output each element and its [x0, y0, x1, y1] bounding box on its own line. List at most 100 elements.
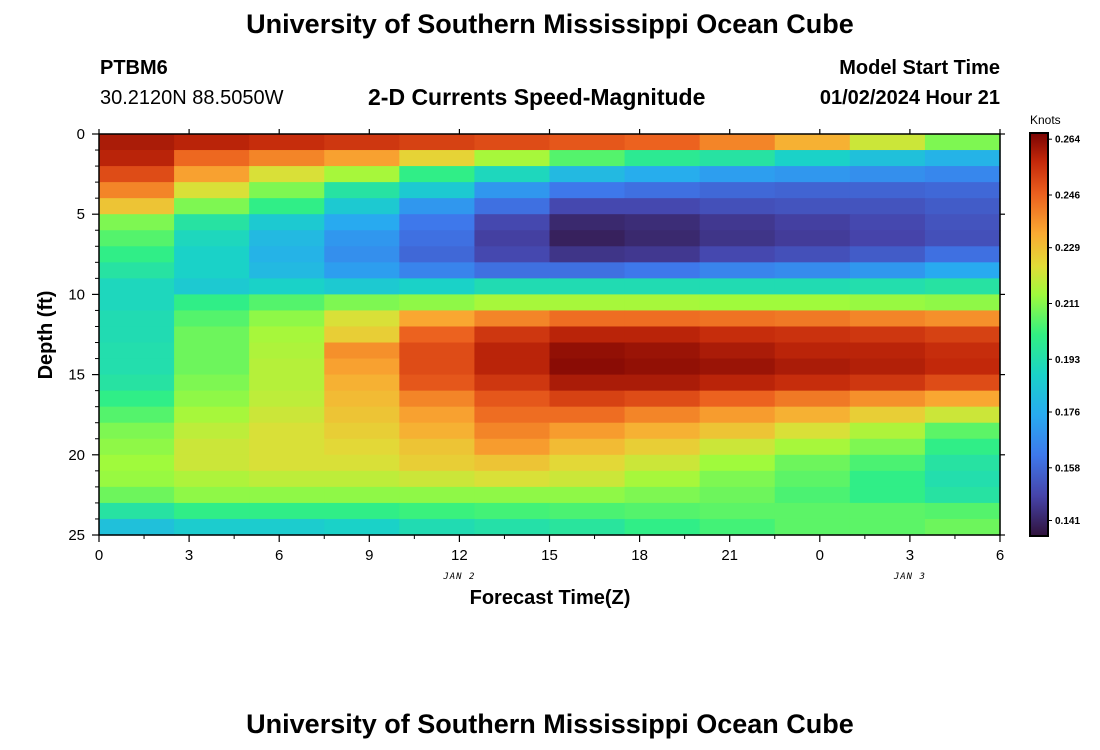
heatmap-cell	[924, 134, 1001, 151]
heatmap-cell	[549, 182, 626, 199]
footer-title: University of Southern Mississippi Ocean…	[246, 709, 854, 739]
heatmap-cell	[99, 150, 175, 167]
heatmap-cell	[774, 390, 851, 408]
heatmap-cell	[624, 406, 701, 424]
heatmap-cell	[924, 182, 1001, 199]
heatmap-cell	[849, 182, 926, 199]
heatmap-cell	[99, 310, 175, 328]
heatmap-cell	[324, 182, 400, 199]
heatmap-cell	[399, 150, 476, 167]
heatmap-cell	[624, 310, 701, 328]
heatmap-cell	[399, 278, 476, 295]
heatmap-cell	[399, 182, 476, 199]
heatmap-cell	[99, 262, 175, 279]
heatmap-cell	[549, 470, 626, 488]
heatmap-cell	[399, 342, 476, 360]
heatmap-cell	[549, 246, 626, 263]
heatmap-cell	[99, 134, 175, 151]
x-axis-label: Forecast Time(Z)	[470, 587, 631, 609]
heatmap-cell	[324, 214, 400, 231]
heatmap-cell	[99, 502, 175, 520]
x-axis: 0 3 6 9 12 15 18 21 0 3 6 JAN 2 JAN 3	[95, 129, 1004, 582]
heatmap-cell	[324, 326, 400, 344]
heatmap-cell	[99, 230, 175, 247]
heatmap-cell	[924, 230, 1001, 247]
heatmap-cell	[849, 214, 926, 231]
heatmap-cell	[249, 518, 325, 536]
heatmap-cell	[474, 182, 551, 199]
colorbar-tick-label: 0.193	[1055, 355, 1080, 366]
heatmap-cell	[624, 214, 701, 231]
heatmap-cell	[699, 390, 776, 408]
heatmap-cell	[249, 198, 325, 215]
heatmap-cell	[324, 342, 400, 360]
heatmap-cell	[399, 470, 476, 488]
heatmap-cell	[549, 502, 626, 520]
heatmap-cell	[474, 390, 551, 408]
heatmap-cell	[924, 390, 1001, 408]
heatmap-cell	[924, 342, 1001, 360]
heatmap-cell	[774, 294, 851, 312]
heatmap-cell	[324, 134, 400, 151]
heatmap-cell	[624, 342, 701, 360]
heatmap-cell	[474, 214, 551, 231]
heatmap-cell	[849, 422, 926, 440]
heatmap-cell	[774, 406, 851, 424]
heatmap-cell	[474, 310, 551, 328]
heatmap-cell	[474, 502, 551, 520]
heatmap-cell	[474, 438, 551, 456]
y-tick-label: 5	[77, 206, 85, 223]
heatmap-cell	[99, 166, 175, 183]
heatmap-cell	[399, 518, 476, 536]
heatmap-cell	[174, 486, 250, 504]
heatmap-cell	[399, 390, 476, 408]
colorbar-tick-label: 0.229	[1055, 243, 1080, 254]
heatmap-cell	[924, 326, 1001, 344]
x-tick-label: 12	[451, 547, 468, 564]
heatmap-cell	[849, 326, 926, 344]
heatmap-cell	[249, 246, 325, 263]
heatmap-cell	[699, 358, 776, 376]
x-tick-label: 0	[816, 547, 824, 564]
heatmap-cell	[174, 310, 250, 328]
heatmap-cell	[699, 406, 776, 424]
heatmap-cell	[849, 454, 926, 472]
heatmap-cell	[924, 470, 1001, 488]
heatmap-cell	[774, 342, 851, 360]
heatmap-cell	[924, 438, 1001, 456]
heatmap-cell	[549, 262, 626, 279]
heatmap-cell	[624, 198, 701, 215]
heatmap-cell	[849, 198, 926, 215]
y-tick-label: 15	[68, 367, 85, 384]
heatmap-cell	[249, 470, 325, 488]
heatmap-cell	[174, 454, 250, 472]
colorbar-tick-label: 0.176	[1055, 408, 1080, 419]
y-tick-label: 10	[68, 286, 85, 303]
heatmap-cell	[249, 214, 325, 231]
heatmap-cell	[699, 198, 776, 215]
heatmap-cell	[174, 342, 250, 360]
heatmap-cell	[324, 166, 400, 183]
heatmap-cell	[174, 134, 250, 151]
heatmap-cell	[624, 486, 701, 504]
heatmap-cell	[549, 214, 626, 231]
heatmap-cell	[699, 278, 776, 295]
heatmap-cell	[399, 454, 476, 472]
heatmap-cell	[699, 518, 776, 536]
y-tick-label: 20	[68, 447, 85, 464]
heatmap-cell	[849, 374, 926, 392]
y-tick-label: 25	[68, 527, 85, 544]
heatmap-chart: 0 3 6 9 12 15 18 21 0 3 6 JAN 2 JAN 3 0 5 10 15 20 25 For…	[35, 113, 1080, 609]
heatmap-cell	[774, 310, 851, 328]
heatmap-cell	[399, 294, 476, 312]
heatmap-cell	[399, 438, 476, 456]
heatmap-cell	[699, 326, 776, 344]
heatmap-cell	[249, 294, 325, 312]
colorbar-tick-label: 0.141	[1055, 516, 1080, 527]
heatmap-cell	[699, 486, 776, 504]
heatmap-cell	[474, 166, 551, 183]
heatmap-cell	[474, 262, 551, 279]
heatmap-cell	[399, 374, 476, 392]
heatmap-cell	[399, 134, 476, 151]
heatmap-cell	[249, 134, 325, 151]
